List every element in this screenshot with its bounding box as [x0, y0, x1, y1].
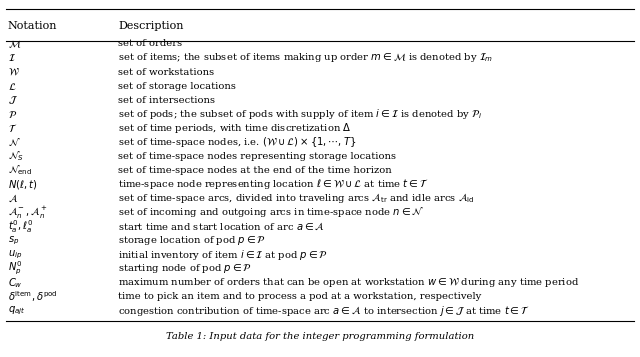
- Text: set of time-space nodes, i.e. $(\mathcal{W} \cup \mathcal{L}) \times \{1, \cdots: set of time-space nodes, i.e. $(\mathcal…: [118, 135, 356, 149]
- Text: $\mathcal{P}$: $\mathcal{P}$: [8, 109, 17, 120]
- Text: $N(\ell,t)$: $N(\ell,t)$: [8, 178, 37, 191]
- Text: $t_a^0, \ell_a^0$: $t_a^0, \ell_a^0$: [8, 218, 33, 235]
- Text: initial inventory of item $i \in \mathcal{I}$ at pod $p \in \mathcal{P}$: initial inventory of item $i \in \mathca…: [118, 248, 328, 262]
- Text: maximum number of orders that can be open at workstation $w \in \mathcal{W}$ dur: maximum number of orders that can be ope…: [118, 276, 580, 289]
- Text: set of incoming and outgoing arcs in time-space node $n \in \mathcal{N}$: set of incoming and outgoing arcs in tim…: [118, 206, 425, 220]
- Text: $\mathcal{M}$: $\mathcal{M}$: [8, 38, 21, 50]
- Text: $C_w$: $C_w$: [8, 276, 22, 290]
- Text: $\mathcal{N}_S$: $\mathcal{N}_S$: [8, 149, 24, 163]
- Text: $\mathcal{T}$: $\mathcal{T}$: [8, 122, 17, 134]
- Text: set of time-space nodes at the end of the time horizon: set of time-space nodes at the end of th…: [118, 166, 392, 175]
- Text: set of pods; the subset of pods with supply of item $i \in \mathcal{I}$ is denot: set of pods; the subset of pods with sup…: [118, 107, 483, 121]
- Text: set of storage locations: set of storage locations: [118, 81, 236, 91]
- Text: Description: Description: [118, 21, 184, 31]
- Text: set of items; the subset of items making up order $m \in \mathcal{M}$ is denoted: set of items; the subset of items making…: [118, 51, 493, 65]
- Text: $q_{ajt}$: $q_{ajt}$: [8, 305, 25, 317]
- Text: set of time-space arcs, divided into traveling arcs $\mathcal{A}_{\mathrm{tr}}$ : set of time-space arcs, divided into tra…: [118, 191, 475, 205]
- Text: $u_{ip}$: $u_{ip}$: [8, 248, 22, 261]
- Text: set of intersections: set of intersections: [118, 96, 216, 105]
- Text: $\mathcal{A}$: $\mathcal{A}$: [8, 193, 18, 204]
- Text: Notation: Notation: [8, 21, 57, 31]
- Text: starting node of pod $p \in \mathcal{P}$: starting node of pod $p \in \mathcal{P}$: [118, 262, 252, 275]
- Text: congestion contribution of time-space arc $a \in \mathcal{A}$ to intersection $j: congestion contribution of time-space ar…: [118, 304, 531, 318]
- Text: $\mathcal{I}$: $\mathcal{I}$: [8, 52, 15, 64]
- Text: $s_p$: $s_p$: [8, 235, 19, 247]
- Text: Table 1: Input data for the integer programming formulation: Table 1: Input data for the integer prog…: [166, 332, 474, 341]
- Text: $\mathcal{N}$: $\mathcal{N}$: [8, 136, 20, 148]
- Text: $\mathcal{A}_n^-, \mathcal{A}_n^+$: $\mathcal{A}_n^-, \mathcal{A}_n^+$: [8, 205, 47, 221]
- Text: $\delta^{\mathrm{item}}, \delta^{\mathrm{pod}}$: $\delta^{\mathrm{item}}, \delta^{\mathrm…: [8, 290, 57, 304]
- Text: storage location of pod $p \in \mathcal{P}$: storage location of pod $p \in \mathcal{…: [118, 234, 266, 247]
- Text: $\mathcal{L}$: $\mathcal{L}$: [8, 81, 16, 91]
- Text: $\mathcal{W}$: $\mathcal{W}$: [8, 66, 20, 77]
- Text: time to pick an item and to process a pod at a workstation, respectively: time to pick an item and to process a po…: [118, 292, 482, 301]
- Text: set of workstations: set of workstations: [118, 67, 214, 76]
- Text: set of time-space nodes representing storage locations: set of time-space nodes representing sto…: [118, 152, 396, 161]
- Text: start time and start location of arc $a \in \mathcal{A}$: start time and start location of arc $a …: [118, 221, 325, 232]
- Text: $\mathcal{J}$: $\mathcal{J}$: [8, 94, 17, 106]
- Text: $N_p^0$: $N_p^0$: [8, 260, 22, 277]
- Text: set of orders: set of orders: [118, 39, 182, 49]
- Text: set of time periods, with time discretization $\Delta$: set of time periods, with time discretiz…: [118, 121, 352, 135]
- Text: $\mathcal{N}_{\mathrm{end}}$: $\mathcal{N}_{\mathrm{end}}$: [8, 164, 32, 177]
- Text: time-space node representing location $\ell \in \mathcal{W} \cup \mathcal{L}$ at: time-space node representing location $\…: [118, 177, 429, 191]
